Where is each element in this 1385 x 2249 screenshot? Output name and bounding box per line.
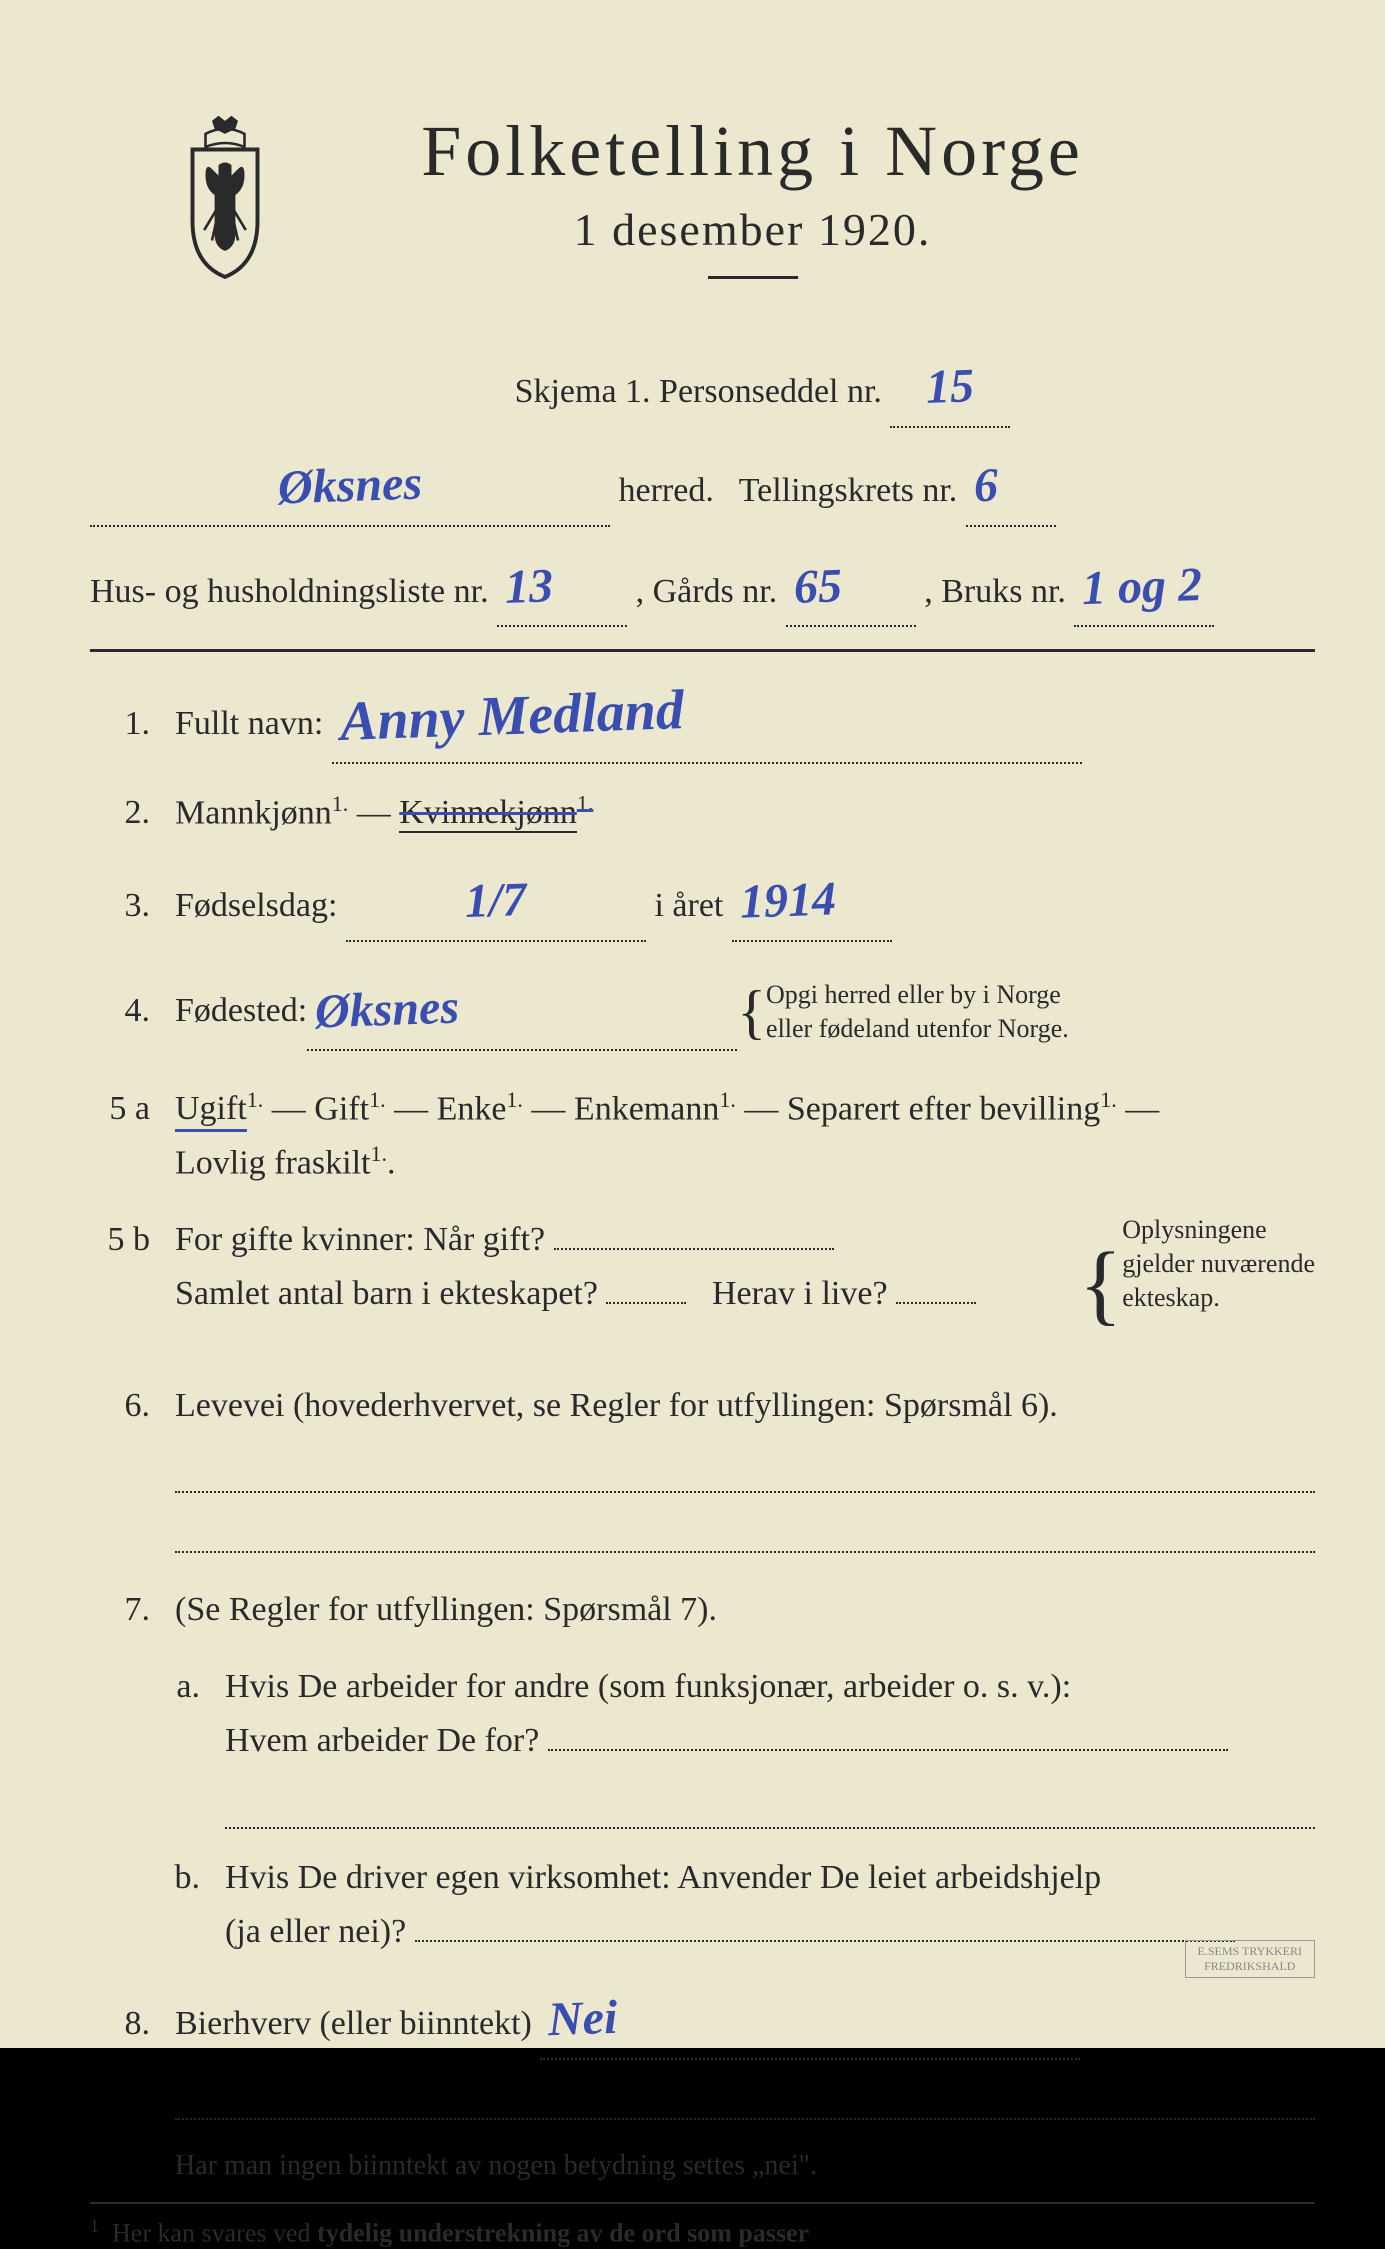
q2-num: 2. [90, 786, 175, 840]
q2-kvinne: Kvinnekjønn [399, 794, 577, 833]
q5b-label3: Herav i live? [712, 1275, 888, 1312]
brace-icon: { [1079, 1213, 1122, 1357]
q5a-row: 5 a Ugift1. — Gift1. — Enke1. — Enkemann… [90, 1082, 1315, 1191]
q1-num: 1. [90, 697, 175, 751]
q8-value: Nei [547, 1980, 619, 2059]
title-block: Folketelling i Norge 1 desember 1920. [330, 110, 1175, 319]
tellingskrets-nr: 6 [972, 447, 999, 525]
footnote-text: Her kan svares ved tydelig understreknin… [112, 2219, 809, 2248]
herred-row: Øksnes herred. Tellingskrets nr. 6 [90, 448, 1315, 527]
q5a-num: 5 a [90, 1082, 175, 1136]
coat-of-arms-icon [160, 110, 290, 280]
q5b-row: 5 b For gifte kvinner: Når gift? Samlet … [90, 1213, 1315, 1357]
q5a-enke: Enke [437, 1090, 507, 1127]
q5b-num: 5 b [90, 1213, 175, 1267]
q7a-num: a. [90, 1660, 225, 1714]
q3-num: 3. [90, 879, 175, 933]
q1-label: Fullt navn: [175, 705, 323, 742]
q5a-separert: Separert efter bevilling [787, 1090, 1100, 1127]
q7-num: 7. [90, 1583, 175, 1637]
divider-icon [90, 649, 1315, 652]
q7-row: 7. (Se Regler for utfyllingen: Spørsmål … [90, 1583, 1315, 1637]
q3-row: 3. Fødselsdag: 1/7 i året 1914 [90, 863, 1315, 942]
q5b-label1: For gifte kvinner: Når gift? [175, 1221, 545, 1258]
skjema-row: Skjema 1. Personseddel nr. 15 [210, 349, 1315, 428]
q4-label: Fødested: [175, 984, 307, 1038]
header: Folketelling i Norge 1 desember 1920. [90, 110, 1315, 319]
q5a-enkemann: Enkemann [574, 1090, 719, 1127]
q7b-line1: Hvis De driver egen virksomhet: Anvender… [225, 1859, 1101, 1896]
q8-num: 8. [90, 1997, 175, 2051]
bruks-nr: 1 og 2 [1081, 547, 1204, 628]
footer-note: Har man ingen biinntekt av nogen betydni… [175, 2150, 1315, 2182]
q3-day: 1/7 [464, 862, 528, 941]
q5b-aside: Oplysningene gjelder nuværende ekteskap. [1122, 1213, 1315, 1357]
main-title: Folketelling i Norge [330, 110, 1175, 193]
q2-mann: Mannkjønn [175, 794, 332, 831]
q3-year-label: i året [654, 887, 723, 924]
tellingskrets-label: Tellingskrets nr. [739, 472, 958, 509]
q4-row: 4. Fødested: Øksnes { Opgi herred eller … [90, 964, 1315, 1060]
blank-line [175, 2090, 1315, 2120]
q3-label: Fødselsdag: [175, 887, 337, 924]
q8-row: 8. Bierhverv (eller biinntekt) Nei [90, 1981, 1315, 2120]
blank-line [225, 1799, 1315, 1829]
blank-line [175, 1463, 1315, 1493]
divider-icon [708, 276, 798, 279]
q7b-line2: (ja eller nei)? [225, 1913, 406, 1950]
q3-year: 1914 [739, 861, 838, 941]
bruks-label: , Bruks nr. [924, 573, 1066, 610]
husliste-row: Hus- og husholdningsliste nr. 13 , Gårds… [90, 549, 1315, 628]
q5a-gift: Gift [314, 1090, 369, 1127]
q6-row: 6. Levevei (hovederhvervet, se Regler fo… [90, 1379, 1315, 1553]
gards-label: , Gårds nr. [636, 573, 778, 610]
husliste-nr: 13 [504, 548, 555, 626]
q8-label: Bierhverv (eller biinntekt) [175, 2005, 532, 2042]
q7a-row: a. Hvis De arbeider for andre (som funks… [90, 1660, 1315, 1829]
personseddel-nr: 15 [925, 348, 976, 426]
census-form-page: Folketelling i Norge 1 desember 1920. Sk… [0, 0, 1385, 2048]
q1-row: 1. Fullt navn: Anny Medland [90, 672, 1315, 764]
herred-value: Øksnes [277, 445, 424, 527]
gards-nr: 65 [792, 548, 843, 626]
brace-icon: { [737, 964, 766, 1060]
skjema-label: Skjema 1. Personseddel nr. [515, 373, 882, 410]
q6-label: Levevei (hovederhvervet, se Regler for u… [175, 1387, 1058, 1424]
q7-label: (Se Regler for utfyllingen: Spørsmål 7). [175, 1591, 717, 1628]
footnote: 1 Her kan svares ved tydelig understrekn… [90, 2202, 1315, 2249]
q4-aside: Opgi herred eller by i Norge eller fødel… [766, 978, 1069, 1046]
q4-num: 4. [90, 984, 175, 1038]
q5b-label2: Samlet antal barn i ekteskapet? [175, 1275, 598, 1312]
q7a-line1: Hvis De arbeider for andre (som funksjon… [225, 1668, 1071, 1705]
q5a-fraskilt: Lovlig fraskilt [175, 1145, 370, 1182]
q1-value: Anny Medland [338, 666, 685, 768]
subtitle: 1 desember 1920. [330, 203, 1175, 256]
q7b-num: b. [90, 1851, 225, 1905]
q4-value: Øksnes [314, 970, 461, 1052]
blank-line [175, 1523, 1315, 1553]
q5a-ugift: Ugift [175, 1090, 247, 1132]
q6-num: 6. [90, 1379, 175, 1433]
herred-label: herred. [619, 472, 714, 509]
q7a-line2: Hvem arbeider De for? [225, 1722, 539, 1759]
q7b-row: b. Hvis De driver egen virksomhet: Anven… [90, 1851, 1315, 1960]
printer-stamp: E.SEMS TRYKKERI FREDRIKSHALD [1185, 1940, 1315, 1978]
q2-row: 2. Mannkjønn1. — Kvinnekjønn1. [90, 786, 1315, 841]
husliste-label: Hus- og husholdningsliste nr. [90, 573, 489, 610]
